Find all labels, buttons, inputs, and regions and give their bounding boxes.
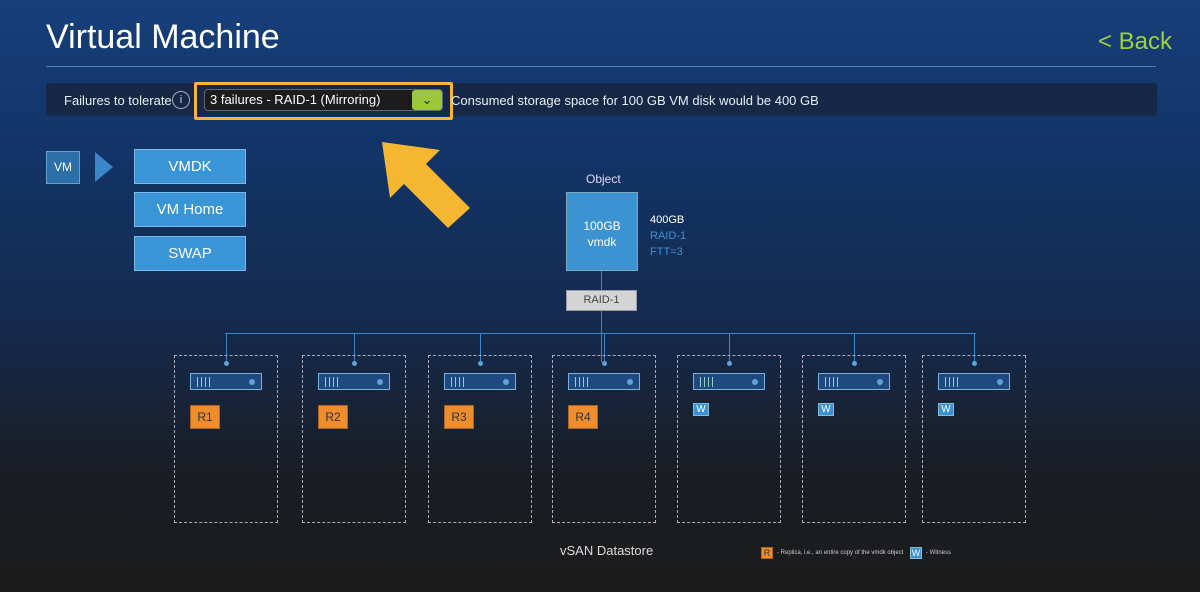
host[interactable]	[174, 355, 278, 523]
chevron-down-icon[interactable]: ⌄	[412, 90, 442, 110]
connector-dot	[224, 361, 229, 366]
connector-line	[226, 333, 227, 363]
witness-badge: W	[938, 403, 954, 416]
server-icon	[190, 373, 262, 390]
page-title: Virtual Machine	[46, 18, 280, 56]
replica-badge: R1	[190, 405, 220, 429]
replica-badge: R3	[444, 405, 474, 429]
replica-badge: R2	[318, 405, 348, 429]
swap-button[interactable]: SWAP	[134, 236, 246, 271]
connector-line	[604, 333, 605, 363]
connector-line	[225, 333, 976, 334]
host[interactable]	[552, 355, 656, 523]
object-capacity: 400GB	[650, 214, 685, 226]
dropdown-value: 3 failures - RAID-1 (Mirroring)	[210, 92, 381, 107]
object-raid: RAID-1	[650, 230, 687, 242]
object-heading: Object	[586, 172, 621, 186]
raid-box: RAID-1	[566, 290, 637, 311]
witness-badge: W	[818, 403, 834, 416]
highlight-frame	[194, 82, 453, 120]
vmdk-object[interactable]: 100GB vmdk	[566, 192, 638, 271]
datastore-label: vSAN Datastore	[560, 543, 654, 558]
legend-replica-icon: R	[761, 547, 773, 559]
witness-badge: W	[693, 403, 709, 416]
object-name: vmdk	[587, 235, 617, 249]
server-icon	[693, 373, 765, 390]
connector-dot	[602, 361, 607, 366]
consumed-message: Consumed storage space for 100 GB VM dis…	[451, 93, 819, 108]
object-size: 100GB	[583, 219, 621, 233]
connector-line	[354, 333, 355, 363]
host[interactable]	[428, 355, 532, 523]
ftt-dropdown[interactable]: 3 failures - RAID-1 (Mirroring) ⌄	[204, 89, 443, 111]
vm-home-button[interactable]: VM Home	[134, 192, 246, 227]
vm-icon: VM	[46, 151, 80, 184]
connector-line	[729, 333, 730, 363]
connector-dot	[727, 361, 732, 366]
vmdk-button[interactable]: VMDK	[134, 149, 246, 184]
legend-replica-text: - Replica, i.e., an entire copy of the v…	[777, 550, 904, 556]
legend-witness-icon: W	[910, 547, 922, 559]
server-icon	[444, 373, 516, 390]
divider	[46, 66, 1156, 67]
connector-line	[480, 333, 481, 363]
host[interactable]	[922, 355, 1026, 523]
info-icon[interactable]: i	[172, 91, 190, 109]
back-button[interactable]: < Back	[1097, 28, 1172, 55]
server-icon	[318, 373, 390, 390]
connector-line	[854, 333, 855, 363]
ftt-label: Failures to tolerate	[64, 93, 172, 108]
connector-dot	[352, 361, 357, 366]
replica-badge: R4	[568, 405, 598, 429]
connector-line	[601, 271, 602, 362]
host[interactable]	[677, 355, 781, 523]
host[interactable]	[302, 355, 406, 523]
connector-dot	[972, 361, 977, 366]
legend-witness-text: - Witness	[926, 550, 952, 556]
server-icon	[938, 373, 1010, 390]
arrow-pointer-icon	[382, 142, 470, 228]
host[interactable]	[802, 355, 906, 523]
connector-dot	[852, 361, 857, 366]
connector-line	[974, 333, 975, 363]
object-details: 400GB RAID-1 FTT=3	[650, 212, 686, 260]
object-ftt: FTT=3	[650, 246, 683, 258]
connector-dot	[478, 361, 483, 366]
expand-arrow-icon	[95, 152, 113, 182]
server-icon	[818, 373, 890, 390]
server-icon	[568, 373, 640, 390]
